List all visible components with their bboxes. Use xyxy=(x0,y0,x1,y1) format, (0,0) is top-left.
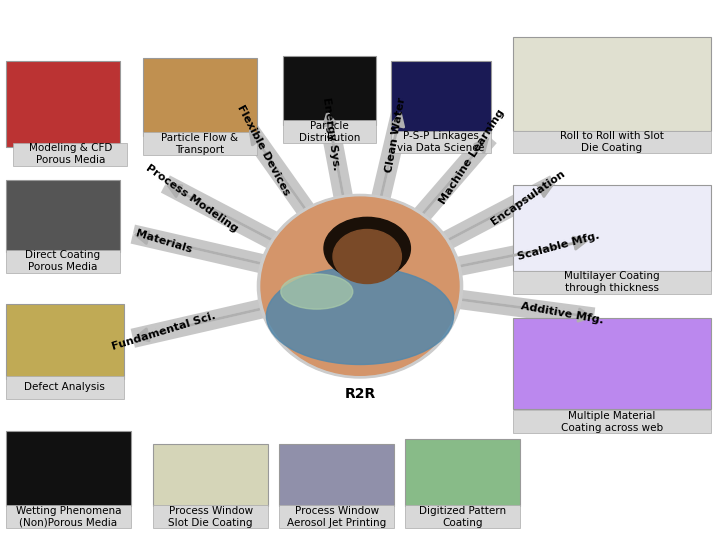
Text: Multilayer Coating
through thickness: Multilayer Coating through thickness xyxy=(564,272,660,293)
FancyBboxPatch shape xyxy=(6,250,120,273)
Ellipse shape xyxy=(324,217,410,280)
Text: Flexible Devices: Flexible Devices xyxy=(235,103,292,197)
FancyBboxPatch shape xyxy=(6,505,131,528)
Text: Additive Mfg.: Additive Mfg. xyxy=(520,301,604,325)
Text: Process Window
Aerosol Jet Printing: Process Window Aerosol Jet Printing xyxy=(287,506,386,528)
Ellipse shape xyxy=(266,267,454,365)
FancyBboxPatch shape xyxy=(513,131,711,153)
FancyBboxPatch shape xyxy=(513,318,711,409)
FancyBboxPatch shape xyxy=(279,444,394,506)
FancyBboxPatch shape xyxy=(391,61,491,133)
FancyBboxPatch shape xyxy=(153,505,268,528)
Ellipse shape xyxy=(261,197,459,375)
Text: Scalable Mfg.: Scalable Mfg. xyxy=(516,231,600,262)
Text: Clean Water: Clean Water xyxy=(384,96,408,173)
Text: Fundamental Sci.: Fundamental Sci. xyxy=(111,310,217,352)
Text: Machine Learning: Machine Learning xyxy=(437,108,506,206)
FancyBboxPatch shape xyxy=(143,132,257,155)
FancyBboxPatch shape xyxy=(405,505,520,528)
Text: P-S-P Linkages
via Data Science: P-S-P Linkages via Data Science xyxy=(397,131,485,153)
Text: Defect Analysis: Defect Analysis xyxy=(24,382,105,392)
Text: Direct Coating
Porous Media: Direct Coating Porous Media xyxy=(25,251,101,272)
Text: Multiple Material
Coating across web: Multiple Material Coating across web xyxy=(561,411,663,433)
FancyBboxPatch shape xyxy=(153,444,268,506)
Text: Energy Sys.: Energy Sys. xyxy=(321,97,341,171)
FancyBboxPatch shape xyxy=(391,131,491,153)
Ellipse shape xyxy=(333,230,402,284)
FancyBboxPatch shape xyxy=(6,304,124,379)
Text: Digitized Pattern
Coating: Digitized Pattern Coating xyxy=(419,506,506,528)
Text: Process Modeling: Process Modeling xyxy=(144,163,240,233)
Text: Materials: Materials xyxy=(135,228,193,254)
Text: Particle Flow &
Transport: Particle Flow & Transport xyxy=(161,133,238,154)
FancyBboxPatch shape xyxy=(6,180,120,252)
FancyBboxPatch shape xyxy=(513,37,711,131)
Text: Roll to Roll with Slot
Die Coating: Roll to Roll with Slot Die Coating xyxy=(560,131,664,153)
FancyBboxPatch shape xyxy=(6,61,120,147)
Ellipse shape xyxy=(258,194,463,378)
FancyBboxPatch shape xyxy=(405,439,520,506)
FancyBboxPatch shape xyxy=(143,58,257,136)
FancyBboxPatch shape xyxy=(513,185,711,271)
Ellipse shape xyxy=(281,274,353,309)
Text: R2R: R2R xyxy=(344,387,376,401)
FancyBboxPatch shape xyxy=(513,271,711,294)
Text: Process Window
Slot Die Coating: Process Window Slot Die Coating xyxy=(168,506,253,528)
FancyBboxPatch shape xyxy=(13,143,127,166)
FancyBboxPatch shape xyxy=(6,376,124,399)
FancyBboxPatch shape xyxy=(283,56,376,125)
Text: Encapsulation: Encapsulation xyxy=(490,168,567,227)
Text: Wetting Phenomena
(Non)Porous Media: Wetting Phenomena (Non)Porous Media xyxy=(16,506,121,528)
FancyBboxPatch shape xyxy=(6,431,131,506)
Text: Modeling & CFD
Porous Media: Modeling & CFD Porous Media xyxy=(29,144,112,165)
FancyBboxPatch shape xyxy=(279,505,394,528)
FancyBboxPatch shape xyxy=(513,410,711,433)
Text: Particle
Distribution: Particle Distribution xyxy=(299,121,360,143)
FancyBboxPatch shape xyxy=(283,120,376,143)
